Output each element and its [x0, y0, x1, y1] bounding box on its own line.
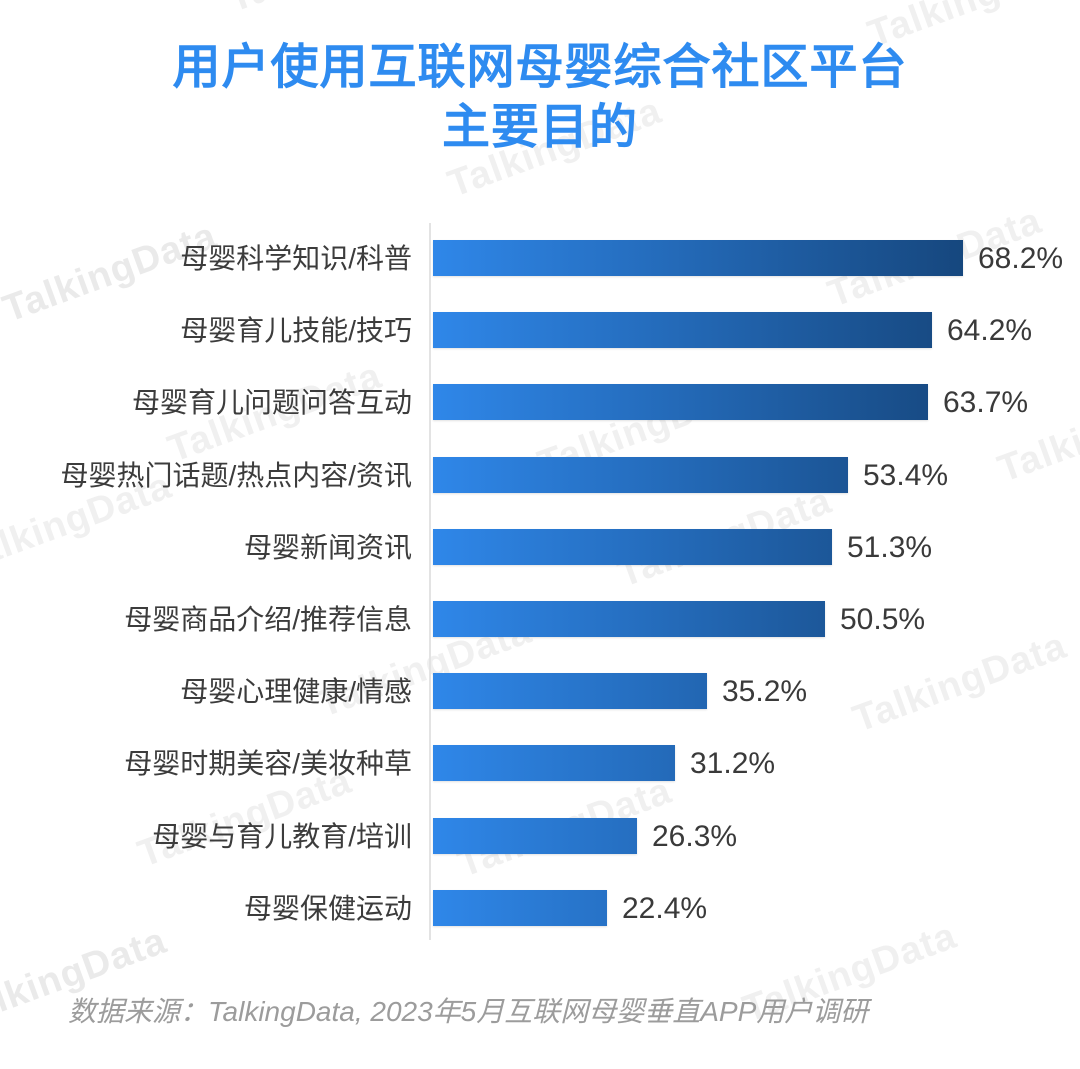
bar [433, 312, 932, 348]
bar-row: 母婴保健运动 22.4% [0, 890, 1080, 926]
category-label: 母婴新闻资讯 [243, 532, 412, 563]
value-label: 35.2% [722, 675, 808, 708]
chart-title: 用户使用互联网母婴综合社区平台 主要目的 [0, 38, 1080, 158]
category-label: 母婴保健运动 [243, 893, 412, 924]
bar [433, 601, 825, 637]
category-label: 母婴热门话题/热点内容/资讯 [60, 460, 412, 491]
bar [433, 384, 928, 420]
category-label: 母婴科学知识/科普 [180, 243, 412, 274]
bar-row: 母婴时期美容/美妆种草 31.2% [0, 745, 1080, 781]
bar [433, 673, 707, 709]
bar [433, 745, 675, 781]
bar-row: 母婴心理健康/情感 35.2% [0, 673, 1080, 709]
bar-row: 母婴科学知识/科普 68.2% [0, 240, 1080, 276]
bar-row: 母婴育儿技能/技巧 64.2% [0, 312, 1080, 348]
data-source-note: 数据来源：TalkingData, 2023年5月互联网母婴垂直APP用户调研 [68, 996, 869, 1027]
bar [433, 240, 963, 276]
category-label: 母婴时期美容/美妆种草 [124, 748, 412, 779]
bar [433, 529, 832, 565]
bar [433, 457, 848, 493]
chart-title-line1: 用户使用互联网母婴综合社区平台 [172, 41, 908, 94]
bar-row: 母婴与育儿教育/培训 26.3% [0, 818, 1080, 854]
chart-title-line2: 主要目的 [441, 101, 638, 154]
category-label: 母婴与育儿教育/培训 [152, 821, 412, 852]
value-label: 64.2% [947, 314, 1033, 347]
value-label: 53.4% [863, 459, 949, 492]
category-label: 母婴商品介绍/推荐信息 [124, 604, 412, 635]
value-label: 26.3% [652, 820, 738, 853]
value-label: 50.5% [840, 603, 926, 636]
value-label: 22.4% [622, 892, 708, 925]
bar-row: 母婴育儿问题问答互动 63.7% [0, 384, 1080, 420]
value-label: 68.2% [978, 242, 1064, 275]
y-axis-line [429, 223, 431, 940]
value-label: 51.3% [847, 531, 933, 564]
value-label: 63.7% [943, 386, 1029, 419]
bar [433, 818, 637, 854]
bar-row: 母婴新闻资讯 51.3% [0, 529, 1080, 565]
bar-row: 母婴商品介绍/推荐信息 50.5% [0, 601, 1080, 637]
bar-row: 母婴热门话题/热点内容/资讯 53.4% [0, 457, 1080, 493]
value-label: 31.2% [690, 747, 776, 780]
category-label: 母婴育儿技能/技巧 [180, 315, 412, 346]
bar [433, 890, 607, 926]
category-label: 母婴育儿问题问答互动 [131, 387, 412, 418]
category-label: 母婴心理健康/情感 [180, 676, 412, 707]
talkingdata-watermark: TalkingData [223, 0, 448, 22]
